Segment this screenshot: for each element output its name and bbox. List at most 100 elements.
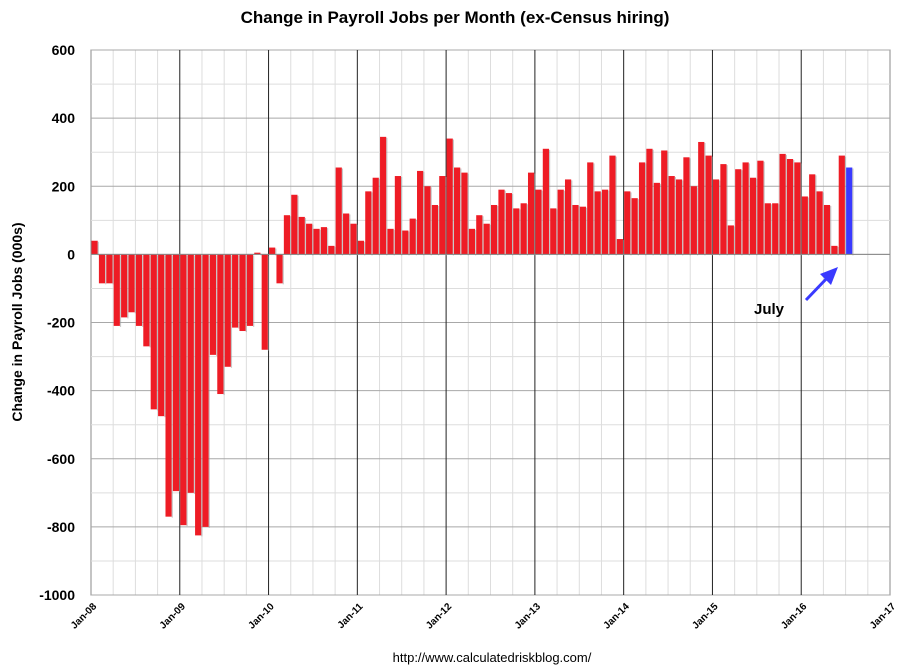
- bar-shadow: [97, 241, 99, 256]
- bar: [128, 254, 135, 313]
- bar-shadow: [142, 255, 144, 327]
- bar-shadow: [393, 229, 395, 256]
- bar-shadow: [763, 161, 765, 256]
- y-tick-label: -1000: [39, 587, 75, 603]
- annotation-july-label: July: [754, 301, 785, 318]
- bar-shadow: [304, 217, 307, 256]
- bar-shadow: [526, 204, 528, 256]
- bar: [757, 160, 764, 255]
- bar: [209, 254, 217, 355]
- x-tick-label: Jan-12: [424, 601, 454, 631]
- bar: [838, 155, 845, 255]
- bar: [772, 203, 779, 255]
- bar-shadow: [585, 207, 588, 256]
- bar: [638, 162, 646, 255]
- bar: [801, 196, 808, 255]
- bar: [587, 162, 594, 255]
- bar-shadow: [201, 255, 203, 537]
- bar: [350, 223, 357, 255]
- bar: [520, 203, 527, 255]
- bar-shadow: [282, 255, 284, 285]
- bar: [365, 191, 372, 255]
- bar: [439, 176, 446, 255]
- bar-shadow: [704, 142, 706, 256]
- bar-shadow: [364, 241, 366, 256]
- y-tick-label: 0: [67, 246, 75, 262]
- bar: [328, 245, 335, 255]
- bar: [343, 213, 350, 255]
- bar-shadow: [253, 255, 255, 327]
- bar-shadow: [785, 154, 787, 256]
- bar-shadow: [748, 163, 750, 256]
- bar: [675, 179, 683, 255]
- bar: [846, 167, 853, 255]
- bar-shadow: [556, 209, 558, 256]
- annotation-arrow-icon: [804, 267, 838, 302]
- bar-shadow: [193, 255, 196, 494]
- y-tick-label: 400: [52, 110, 76, 126]
- bar: [91, 240, 98, 255]
- bar-shadow: [489, 224, 491, 256]
- bar: [143, 254, 150, 347]
- bar-shadow: [105, 255, 107, 285]
- bar-shadow: [682, 180, 684, 256]
- bar: [690, 186, 697, 255]
- bar: [720, 164, 727, 255]
- bar: [261, 254, 268, 350]
- bar-shadow: [134, 255, 136, 314]
- bar-shadow: [156, 255, 159, 411]
- bar-shadow: [711, 156, 713, 256]
- bar: [809, 174, 816, 255]
- bar-shadow: [645, 163, 647, 256]
- bar-shadow: [164, 255, 166, 418]
- bar: [779, 153, 786, 255]
- bar: [335, 167, 342, 255]
- bar-shadow: [511, 194, 514, 256]
- bar: [668, 176, 675, 255]
- bar-shadow: [238, 255, 240, 329]
- bar-shadow: [667, 151, 669, 256]
- bar-shadow: [637, 199, 639, 256]
- bar: [306, 223, 313, 255]
- bar: [202, 254, 209, 527]
- bar: [542, 148, 549, 255]
- bar: [195, 254, 202, 536]
- bar-shadow: [593, 163, 595, 256]
- bar-shadow: [830, 205, 832, 256]
- bar: [705, 155, 712, 255]
- bar-shadow: [578, 205, 580, 256]
- y-axis-ticks: 600 400 200 0 -200 -400 -600 -800 -1000: [39, 42, 75, 603]
- bar: [468, 228, 476, 255]
- bar: [424, 186, 431, 255]
- bar-shadow: [127, 255, 129, 319]
- x-tick-label: Jan-11: [336, 601, 366, 631]
- bar-shadow: [275, 248, 277, 256]
- bar: [505, 193, 512, 255]
- y-tick-label: -200: [47, 315, 75, 331]
- bar-shadow: [482, 216, 484, 256]
- bar: [394, 176, 402, 255]
- bar-shadow: [341, 168, 344, 256]
- y-tick-label: -600: [47, 451, 75, 467]
- x-tick-label: Jan-16: [779, 601, 809, 631]
- bar-shadow: [793, 160, 795, 256]
- bar-shadow: [245, 255, 247, 333]
- bar: [816, 191, 823, 255]
- major-gridlines: [91, 49, 890, 596]
- bar-shadow: [452, 139, 455, 256]
- bar-shadow: [756, 178, 758, 256]
- bar: [764, 203, 771, 255]
- bar-shadow: [600, 192, 602, 256]
- bar: [749, 177, 757, 255]
- x-tick-label: Jan-15: [690, 601, 720, 631]
- bar: [616, 239, 623, 255]
- y-axis-label: Change in Payroll Jobs (000s): [9, 222, 25, 421]
- bar: [150, 254, 157, 410]
- x-tick-label: Jan-14: [602, 601, 632, 631]
- bar-shadow: [696, 187, 699, 256]
- bar-shadow: [719, 180, 721, 256]
- x-axis-ticks: Jan-08 Jan-09 Jan-10 Jan-11 Jan-12 Jan-13 Jan-…: [69, 601, 898, 631]
- bar: [431, 204, 439, 255]
- bar: [180, 254, 187, 526]
- bar: [276, 254, 283, 284]
